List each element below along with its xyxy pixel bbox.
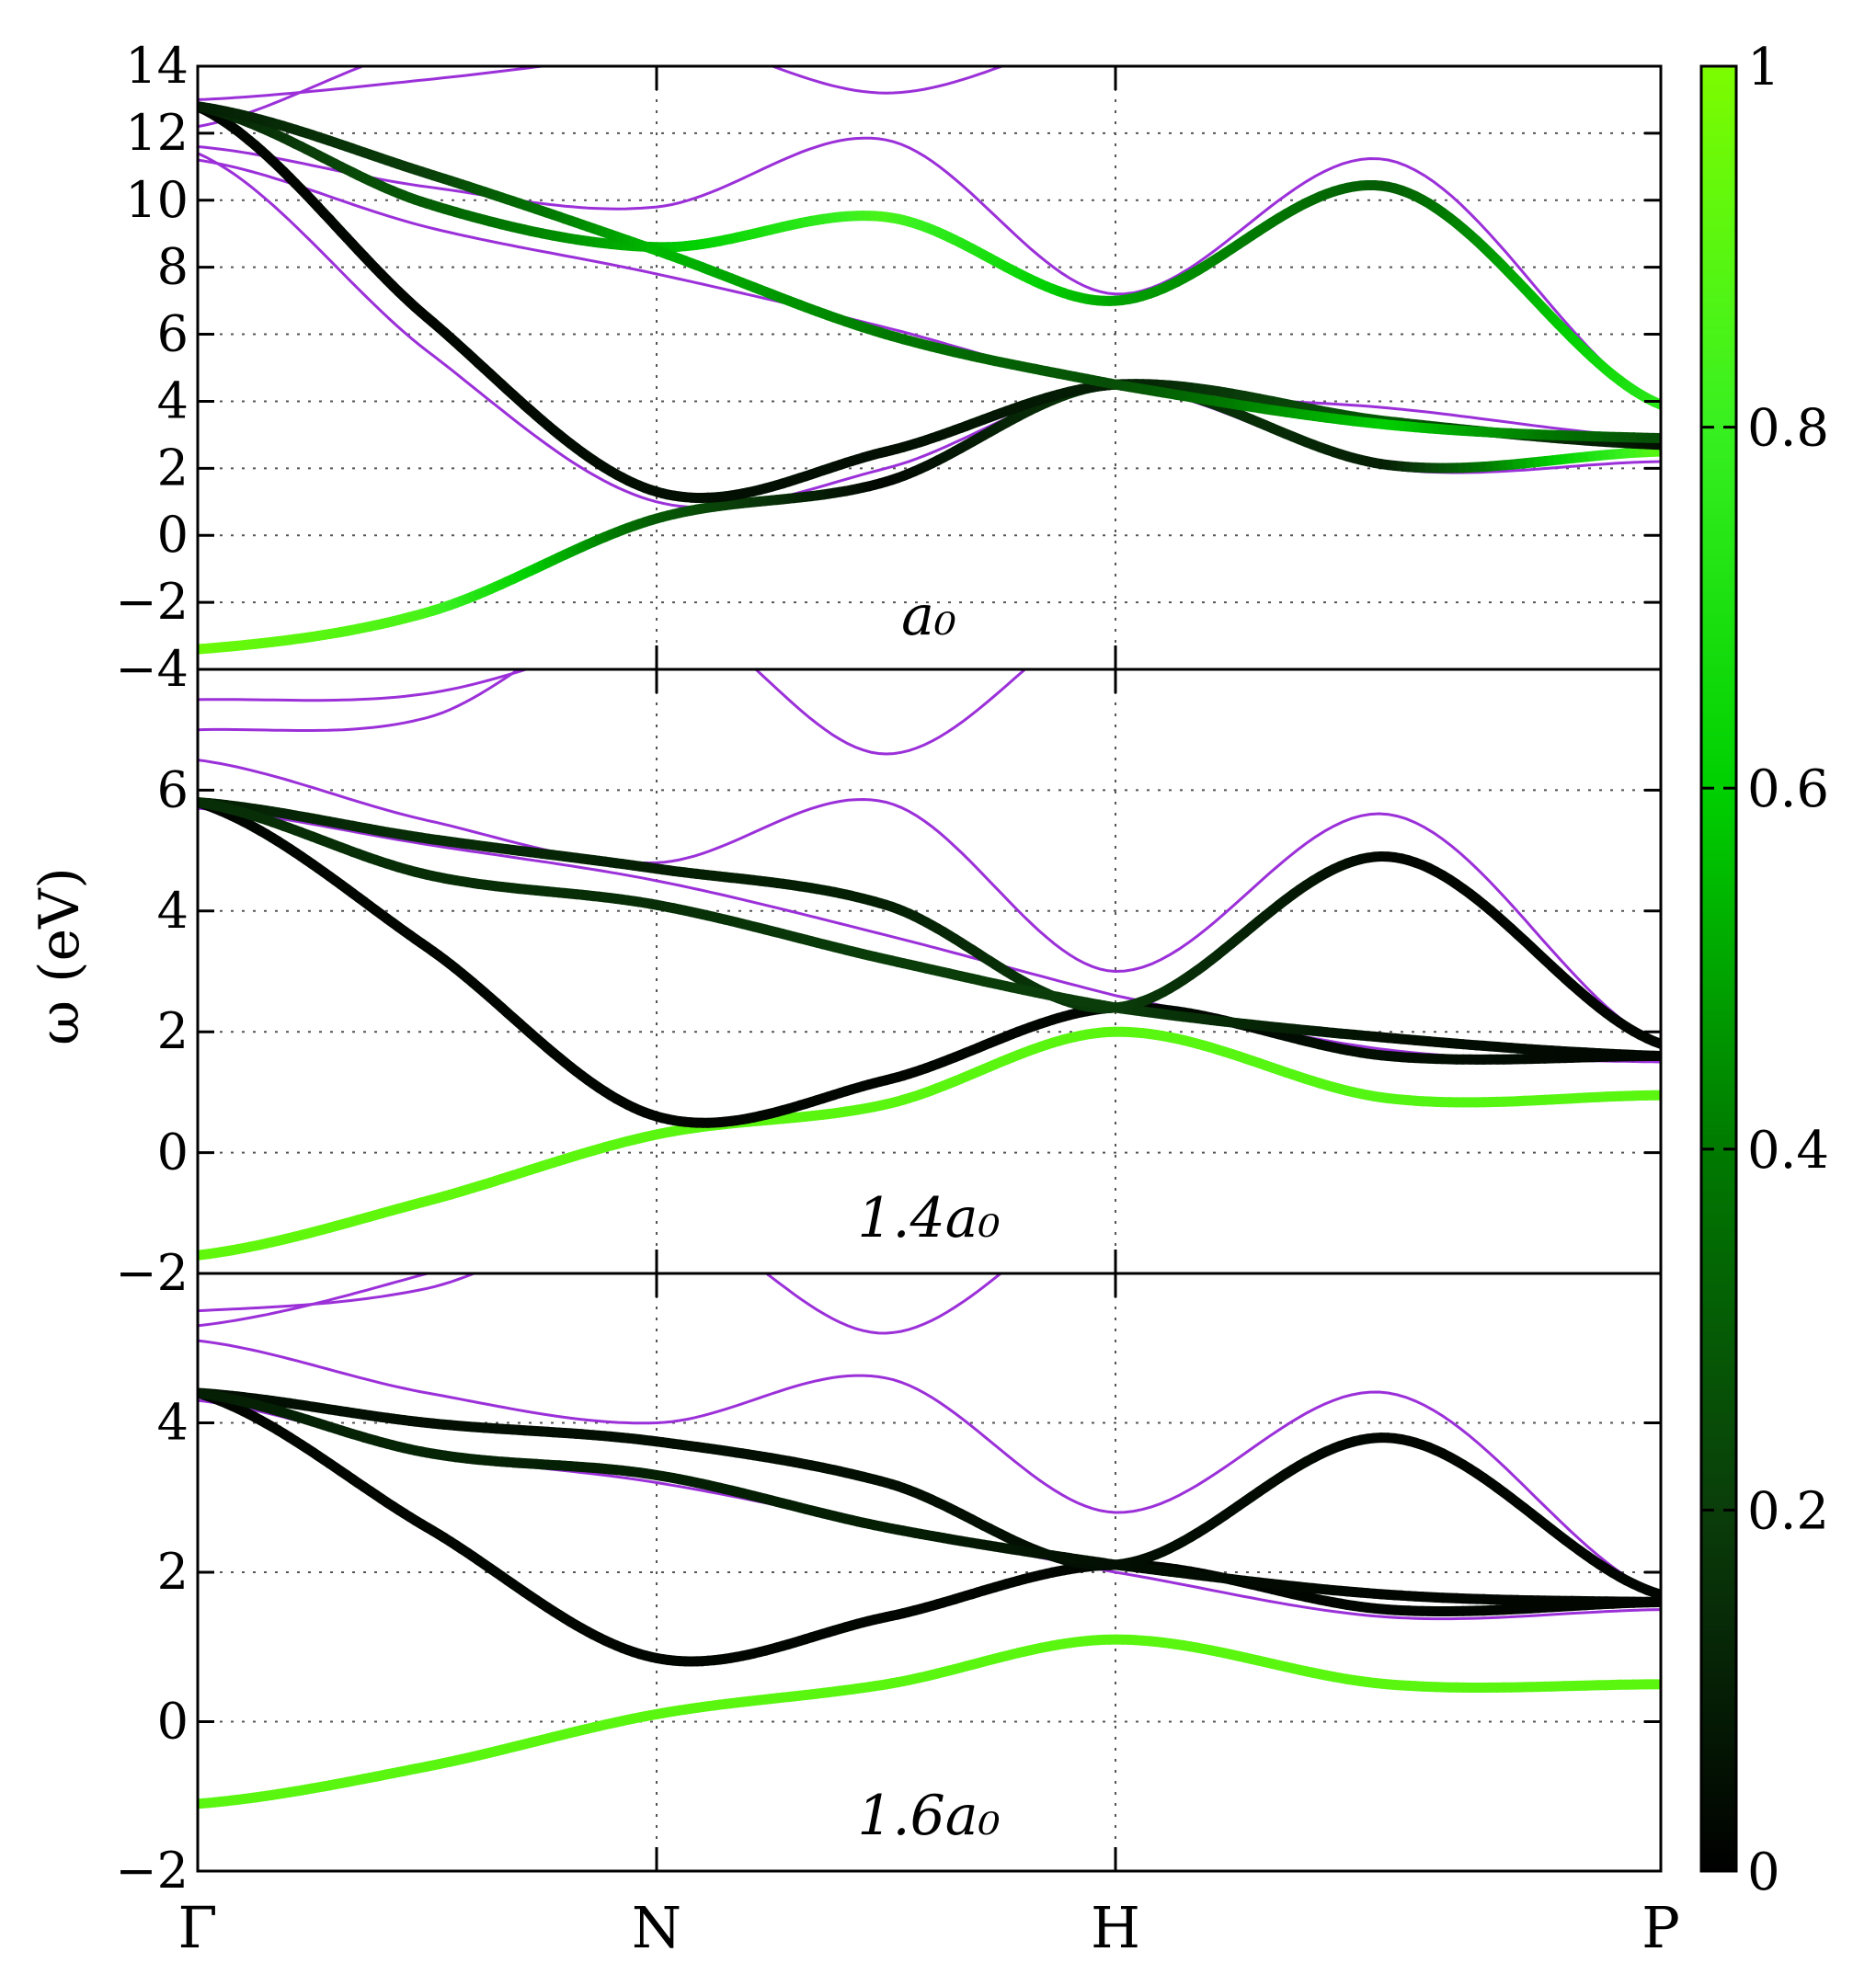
colorbar-gradient [1699,64,1738,1873]
y-tick-label: 0 [157,506,189,564]
x-tick-gamma: Γ [177,1894,217,1961]
y-tick-label: 12 [125,104,189,162]
thin-band-3 [198,1273,1003,1335]
y-tick-label: −4 [115,640,189,698]
y-tick-label: 4 [157,882,189,940]
thick-band-3 [198,797,1661,1049]
thick-band-2 [198,1387,1661,1667]
thin-band-3 [198,158,1661,439]
x-tick-n: N [632,1894,681,1961]
colorbar-tick-label: 0.2 [1747,1481,1829,1541]
bands-panel-1 [198,66,1661,655]
thick-band-3 [198,101,1661,410]
y-tick-label: −2 [115,1842,189,1900]
y-tick-label: 2 [157,1543,189,1601]
panel-1: −4 −2 0 2 4 6 8 10 12 14 a₀ [115,37,1663,698]
y-tick-label: 4 [157,1394,189,1452]
y-tick-label: 14 [125,37,189,95]
x-tick-p: P [1642,1894,1680,1961]
thin-band-2 [198,759,1661,1045]
bands-panel-3 [198,1273,1661,1809]
y-tick-label: 10 [125,171,189,229]
y-tick-label: 6 [157,760,189,818]
colorbar-tick-label: 0.6 [1747,759,1829,819]
y-tick-label: 0 [157,1693,189,1751]
colorbar-tick-label: 0 [1747,1843,1780,1902]
grid-panel-2 [198,669,1661,1273]
thin-band-5 [198,66,1006,129]
thick-band-4 [198,797,1661,1061]
thin-band-2 [198,1339,1661,1596]
x-tick-labels: Γ N H P [177,1894,1679,1961]
thick-band-1 [198,1026,1661,1261]
thick-band-4 [198,101,1661,443]
thin-band-4 [198,806,1661,1064]
colorbar-ticks: 0 0.2 0.4 0.6 0.8 1 [1701,38,1829,1902]
panel-3: −2 0 2 4 1.6a₀ [115,1272,1663,1900]
thin-band-1 [198,669,532,702]
panels-layer: −4 −2 0 2 4 6 8 10 12 14 a₀ −2 0 2 4 6 1.4a₀ −2 0 2 4 1.6a₀ [115,37,1663,1900]
y-tick-label: −2 [115,1244,189,1302]
colorbar: 0 0.2 0.4 0.6 0.8 1 [1699,38,1829,1902]
thin-band-4 [198,136,1661,406]
y-tick-label: 2 [157,1002,189,1060]
y-tick-label: 6 [157,305,189,363]
y-tick-label: 0 [157,1124,189,1181]
colorbar-tick-label: 1 [1747,38,1780,97]
panel-label: 1.4a₀ [857,1186,1000,1250]
y-tick-label: 8 [157,238,189,296]
y-tick-label: 4 [157,371,189,429]
y-tick-label: 2 [157,439,189,496]
thick-band-1 [198,1634,1661,1809]
thick-band-3 [198,1387,1661,1600]
bands-panel-2 [198,669,1661,1261]
panel-label: a₀ [901,584,956,648]
grid-panel-3 [198,1273,1661,1871]
colorbar-tick-label: 0.8 [1747,399,1829,459]
thin-band-3 [198,669,1027,756]
thin-band-1 [198,66,554,101]
panel-label: 1.6a₀ [857,1784,1000,1848]
panel-frame [196,64,1663,671]
y-axis-label: ω (eV) [28,867,92,1045]
colorbar-tick-label: 0.4 [1747,1121,1829,1181]
y-tick-label: −2 [115,573,189,631]
panel-2: −2 0 2 4 6 1.4a₀ [115,668,1663,1302]
thin-band-4 [198,1398,1661,1621]
grid-panel-1 [198,66,1661,669]
x-tick-h: H [1091,1894,1140,1961]
panel-frame [196,1272,1663,1873]
thick-band-2 [198,797,1661,1128]
thick-band-4 [198,1387,1661,1607]
